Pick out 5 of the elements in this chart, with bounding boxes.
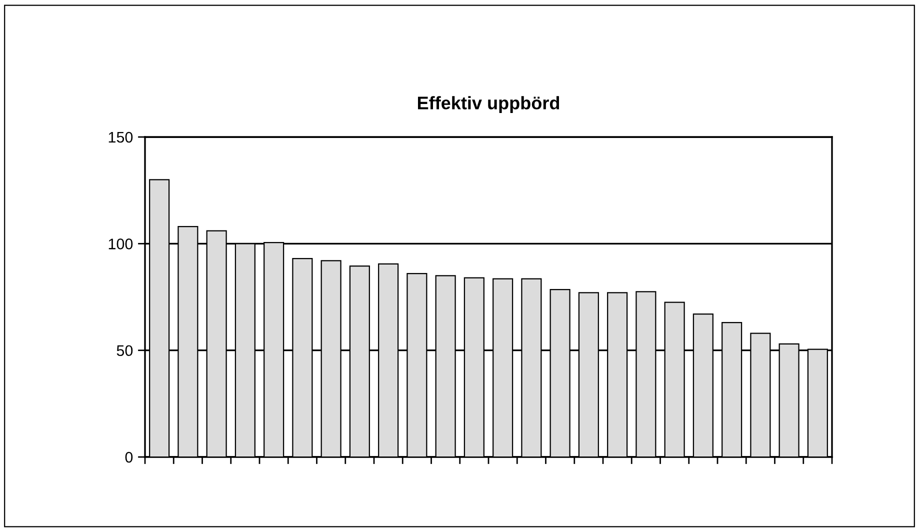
y-tick-label: 100	[108, 238, 133, 250]
y-tick-label: 150	[108, 132, 133, 143]
y-tick-label: 0	[125, 452, 133, 463]
y-tick-label: 50	[116, 345, 133, 356]
chart-title: Effektiv uppbörd	[418, 96, 560, 113]
